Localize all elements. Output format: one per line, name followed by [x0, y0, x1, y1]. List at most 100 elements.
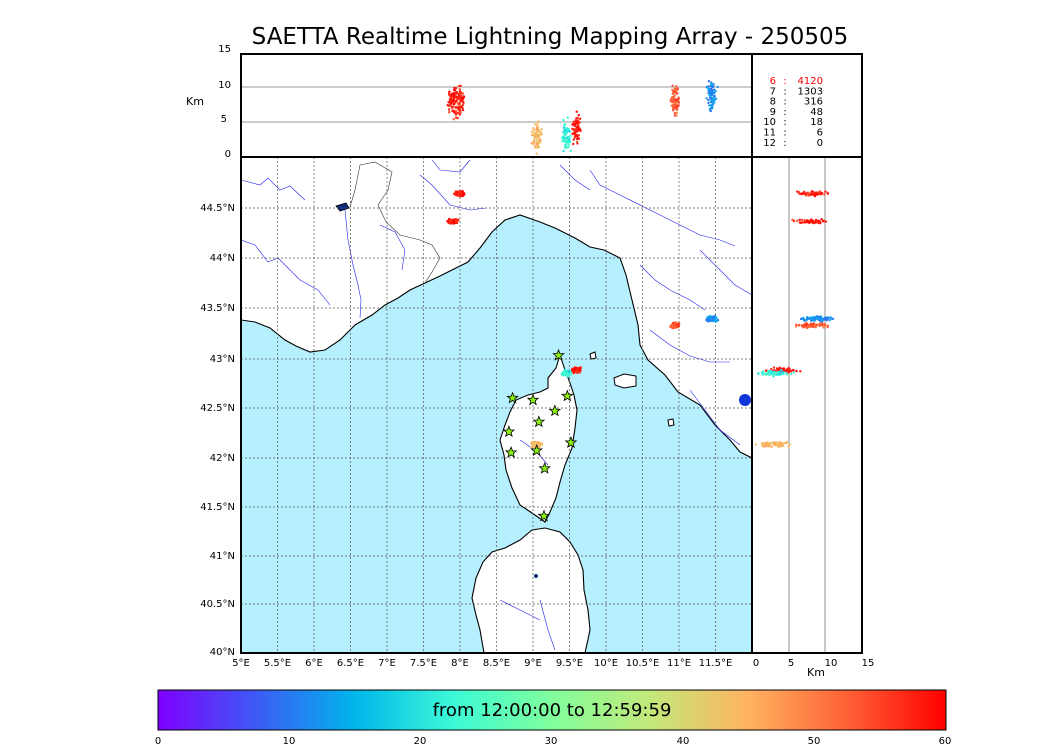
- altitude-lightning-source: [577, 133, 580, 137]
- altitude-lightning-source: [707, 98, 710, 102]
- altitude-lightning-source: [560, 136, 564, 139]
- altitude-lightning-source: [532, 129, 535, 132]
- side-lightning-source: [795, 369, 798, 373]
- altitude-lightning-source: [577, 137, 581, 140]
- side-lightning-source: [803, 325, 806, 328]
- altitude-lightning-source: [576, 119, 580, 122]
- lat-tick-labels: 44.5°N 44°N 43.5°N 43°N 42.5°N 42°N 41.5…: [200, 203, 235, 658]
- altitude-lightning-source: [535, 152, 538, 155]
- altitude-lightning-source: [447, 101, 451, 104]
- altitude-lightning-source: [575, 120, 578, 124]
- side-lightning-source: [773, 443, 776, 446]
- altitude-lightning-source: [713, 94, 716, 98]
- altitude-lightning-source: [569, 134, 572, 138]
- count-level: 11: [763, 128, 776, 139]
- lat-tick: 44°N: [210, 253, 235, 264]
- altitude-lightning-source: [532, 127, 535, 130]
- count-level: 9: [770, 107, 776, 118]
- altitude-lightning-source: [577, 124, 580, 128]
- side-lightning-source: [757, 372, 760, 375]
- altitude-lightning-source: [461, 99, 464, 103]
- altitude-lightning-source: [675, 111, 679, 114]
- side-lightning-source: [821, 317, 825, 321]
- side-lightning-source: [771, 442, 774, 445]
- altitude-lightning-source: [455, 91, 459, 94]
- side-lightning-source: [785, 373, 789, 376]
- side-lightning-source: [800, 218, 803, 222]
- count-level: 7: [770, 86, 776, 97]
- colorbar-tick: 0: [155, 736, 161, 747]
- map-lightning-source: [577, 371, 581, 374]
- altitude-lightning-source: [540, 128, 543, 131]
- altitude-lightning-source: [707, 101, 710, 105]
- altitude-lightning-source: [572, 142, 575, 146]
- altitude-lightning-source: [447, 93, 451, 96]
- side-lightning-source: [802, 316, 805, 320]
- side-lightning-source: [814, 325, 817, 329]
- lon-tick: 7.5°E: [410, 658, 437, 669]
- side-lightning-source: [799, 370, 802, 373]
- altitude-lightning-source: [536, 128, 539, 131]
- altitude-lightning-source: [566, 116, 569, 120]
- side-lightning-source: [765, 372, 768, 375]
- count-count: 18: [810, 117, 823, 128]
- altitude-lightning-source: [710, 83, 713, 86]
- altitude-lightning-source: [563, 146, 567, 149]
- altitude-lightning-source: [530, 142, 533, 145]
- map-lightning-source: [462, 193, 466, 197]
- map-lightning-source: [455, 192, 459, 196]
- side-lightning-source: [776, 371, 779, 374]
- altitude-lightning-source: [677, 96, 680, 99]
- colorbar-tick: 30: [545, 736, 558, 747]
- side-lightning-source: [812, 319, 815, 322]
- side-lightning-source: [810, 319, 813, 322]
- altitude-lightning-source: [709, 96, 712, 100]
- side-unit-label: Km: [807, 666, 825, 679]
- altitude-lightning-source: [450, 106, 453, 109]
- altitude-lightning-source: [538, 141, 542, 144]
- map-lightning-source: [576, 367, 579, 371]
- map-lightning-source: [708, 317, 712, 320]
- count-level: 10: [763, 117, 776, 128]
- side-lightning-source: [803, 192, 806, 195]
- altitude-lightning-source: [674, 106, 677, 110]
- altitude-lightning-source: [705, 97, 708, 100]
- altitude-lightning-source: [454, 87, 458, 90]
- side-lightning-source: [812, 322, 816, 325]
- altitude-lightning-source: [673, 112, 677, 115]
- side-lightning-source: [788, 443, 792, 446]
- side-lightning-source: [776, 444, 779, 447]
- altitude-lightning-source: [710, 104, 714, 107]
- altitude-lightning-source: [710, 100, 713, 103]
- lat-tick: 44.5°N: [200, 203, 235, 214]
- altitude-lightning-source: [457, 95, 461, 98]
- side-lightning-sources: [754, 190, 835, 449]
- country-border: [359, 161, 441, 284]
- side-lightning-source: [810, 190, 814, 193]
- side-lightning-source: [824, 220, 827, 223]
- side-lightning-source: [799, 221, 803, 225]
- side-lightning-source: [828, 316, 831, 319]
- altitude-lightning-source: [573, 124, 576, 128]
- lon-tick: 5.5°E: [264, 658, 291, 669]
- side-lightning-source: [761, 372, 764, 375]
- altitude-lightning-source: [453, 89, 457, 92]
- side-lightning-source: [781, 372, 784, 375]
- station-star-icon: [538, 461, 551, 474]
- map-lightning-source: [446, 219, 450, 223]
- altitude-background: [241, 54, 752, 157]
- altitude-lightning-source: [566, 139, 569, 142]
- altitude-lightning-source: [447, 108, 451, 111]
- count-sep: :: [783, 107, 786, 118]
- altitude-lightning-source: [459, 84, 462, 88]
- count-sep: :: [783, 97, 786, 108]
- altitude-lightning-source: [707, 80, 711, 83]
- map-lightning-source: [677, 323, 681, 327]
- altitude-lightning-source: [672, 90, 675, 93]
- altitude-lightning-source: [578, 121, 581, 124]
- map-lightning-source: [452, 221, 456, 224]
- altitude-lightning-source: [537, 145, 541, 149]
- altitude-lightning-source: [449, 104, 452, 107]
- map-lightning-source: [539, 443, 543, 447]
- side-lightning-source: [818, 317, 822, 320]
